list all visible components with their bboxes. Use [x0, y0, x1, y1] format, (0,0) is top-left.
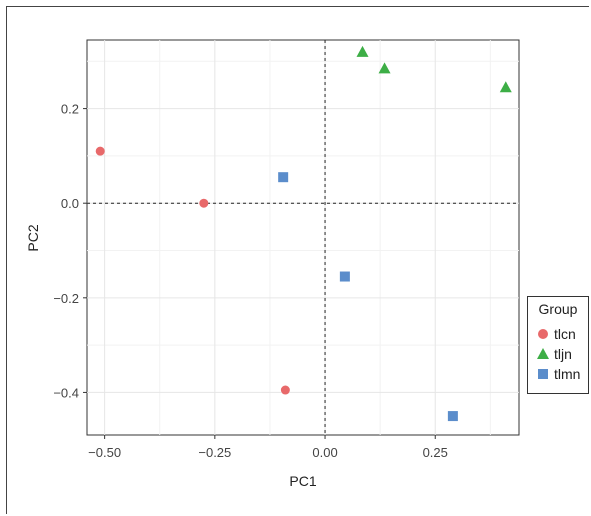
square-icon — [538, 369, 548, 379]
x-tick-label: −0.50 — [88, 445, 121, 460]
data-point-tlcn — [280, 385, 290, 395]
x-tick-label: 0.25 — [423, 445, 448, 460]
data-point-tljn — [356, 45, 369, 57]
x-axis-title: PC1 — [289, 473, 316, 489]
legend-item-tlmn: tlmn — [536, 365, 580, 383]
legend-label: tlcn — [554, 326, 576, 342]
y-axis-ticks: 0.2 0.0 −0.2 −0.4 — [53, 102, 87, 400]
x-tick-label: 0.00 — [312, 445, 337, 460]
legend: Group tlcn tljn tlmn — [527, 296, 589, 394]
legend-label: tljn — [554, 346, 572, 362]
legend-label: tlmn — [554, 366, 581, 382]
legend-item-tlcn: tlcn — [536, 325, 576, 343]
data-point-tlcn — [199, 198, 209, 208]
y-tick-label: 0.2 — [61, 102, 79, 117]
x-tick-label: −0.25 — [198, 445, 231, 460]
reference-lines — [87, 40, 519, 435]
triangle-icon — [537, 348, 549, 359]
y-axis-title: PC2 — [25, 224, 41, 251]
data-point-tlcn — [95, 146, 105, 156]
y-tick-label: −0.2 — [53, 291, 79, 306]
data-point-tlmn — [447, 411, 458, 422]
y-tick-label: −0.4 — [53, 385, 79, 400]
plot-panel — [86, 39, 520, 436]
legend-title: Group — [538, 301, 578, 317]
circle-icon — [538, 329, 548, 339]
y-tick-label: 0.0 — [61, 196, 79, 211]
data-point-tlmn — [278, 172, 289, 183]
data-point-tlmn — [339, 271, 350, 282]
data-point-tljn — [378, 62, 391, 74]
legend-item-tljn: tljn — [536, 345, 572, 363]
figure-frame — [6, 6, 589, 514]
x-axis-ticks: −0.50 −0.25 0.00 0.25 — [88, 435, 448, 460]
data-point-tljn — [499, 81, 512, 93]
data-points — [95, 45, 512, 422]
